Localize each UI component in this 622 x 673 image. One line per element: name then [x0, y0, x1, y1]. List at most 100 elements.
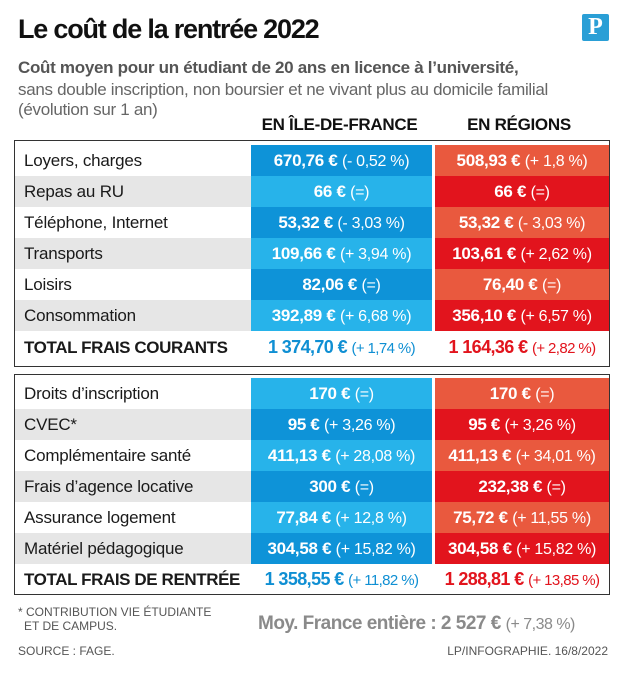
idf-value: 300 € [309, 477, 351, 496]
row-label: Assurance logement [24, 508, 176, 527]
idf-total-change: (+ 11,82 %) [348, 572, 419, 589]
regions-cell: 75,72 € (+ 11,55 %) [435, 502, 609, 533]
idf-value: 670,76 € [273, 151, 338, 170]
idf-value: 95 € [287, 415, 320, 434]
total-row: TOTAL FRAIS DE RENTRÉE 1 358,55 € (+ 11,… [15, 564, 609, 595]
idf-total-value: 1 358,55 € [264, 569, 345, 589]
regions-change: (=) [541, 277, 562, 294]
regions-value: 66 € [494, 182, 527, 201]
regions-cell: 103,61 € (+ 2,62 %) [435, 238, 609, 269]
idf-change: (- 0,52 %) [341, 153, 410, 170]
idf-value: 53,32 € [278, 213, 333, 232]
row-label: Repas au RU [15, 176, 251, 207]
row-label: Loyers, charges [24, 151, 142, 170]
idf-change: (=) [354, 386, 374, 403]
regions-cell: 95 € (+ 3,26 %) [435, 409, 609, 440]
idf-value: 66 € [313, 182, 346, 201]
regions-cell: 508,93 € (+ 1,8 %) [435, 145, 609, 176]
table-row: Droits d’inscription 170 € (=) 170 € (=) [15, 378, 609, 409]
table-row: Repas au RU 66 € (=) 66 € (=) [15, 176, 609, 207]
footnote: * CONTRIBUTION VIE ÉTUDIANTE ET DE CAMPU… [18, 605, 211, 633]
row-label: CVEC* [15, 409, 251, 440]
regions-cell: 232,38 € (=) [435, 471, 609, 502]
idf-total: 1 358,55 € (+ 11,82 %) [251, 564, 432, 595]
row-label: Téléphone, Internet [24, 213, 168, 232]
regions-cell: 304,58 € (+ 15,82 %) [435, 533, 609, 564]
row-label: Consommation [15, 300, 251, 331]
idf-total-change: (+ 1,74 %) [351, 340, 416, 357]
idf-change: (+ 3,26 %) [324, 417, 396, 434]
table-frais-rentree: Droits d’inscription 170 € (=) 170 € (=)… [14, 374, 610, 595]
france-average: Moy. France entière : 2 527 € (+ 7,38 %) [258, 613, 575, 635]
france-average-value: Moy. France entière : 2 527 € [258, 613, 501, 634]
regions-value: 304,58 € [447, 539, 512, 558]
regions-change: (- 3,03 %) [517, 215, 586, 232]
regions-change: (+ 34,01 %) [515, 448, 596, 465]
table-row: CVEC* 95 € (+ 3,26 %) 95 € (+ 3,26 %) [15, 409, 609, 440]
idf-change: (- 3,03 %) [337, 215, 405, 232]
idf-cell: 66 € (=) [251, 176, 432, 207]
table-row: Assurance logement 77,84 € (+ 12,8 %) 75… [15, 502, 609, 533]
table-row: Matériel pédagogique 304,58 € (+ 15,82 %… [15, 533, 609, 564]
regions-value: 76,40 € [482, 275, 538, 294]
table-row: Loyers, charges 670,76 € (- 0,52 %) 508,… [15, 145, 609, 176]
idf-value: 170 € [309, 384, 351, 403]
regions-value: 356,10 € [452, 306, 517, 325]
credit: LP/INFOGRAPHIE. 16/8/2022 [447, 644, 608, 658]
regions-value: 411,13 € [448, 446, 512, 465]
regions-change: (=) [546, 479, 566, 496]
idf-cell: 300 € (=) [251, 471, 432, 502]
france-average-change: (+ 7,38 %) [505, 616, 576, 633]
idf-value: 392,89 € [271, 306, 336, 325]
regions-total: 1 164,36 € (+ 2,82 %) [435, 332, 609, 363]
column-header-regions: EN RÉGIONS [467, 115, 571, 134]
regions-total-change: (+ 2,82 %) [531, 340, 596, 357]
idf-value: 109,66 € [271, 244, 336, 263]
regions-cell: 76,40 € (=) [435, 269, 609, 300]
regions-value: 103,61 € [452, 244, 517, 263]
idf-change: (=) [354, 479, 374, 496]
subtitle-bold: Coût moyen pour un étudiant de 20 ans en… [18, 58, 519, 77]
regions-change: (+ 6,57 %) [520, 308, 592, 325]
idf-cell: 109,66 € (+ 3,94 %) [251, 238, 432, 269]
regions-cell: 356,10 € (+ 6,57 %) [435, 300, 609, 331]
regions-change: (+ 1,8 %) [524, 153, 588, 170]
row-label: Matériel pédagogique [15, 533, 251, 564]
idf-value: 77,84 € [276, 508, 331, 527]
idf-cell: 77,84 € (+ 12,8 %) [251, 502, 432, 533]
table-row: Loisirs 82,06 € (=) 76,40 € (=) [15, 269, 609, 300]
regions-total-change: (+ 13,85 %) [528, 572, 600, 589]
regions-change: (=) [530, 184, 550, 201]
row-label: Loisirs [24, 275, 72, 294]
row-label: Complémentaire santé [24, 446, 192, 465]
idf-change: (=) [350, 184, 370, 201]
footnote-line-1: * CONTRIBUTION VIE ÉTUDIANTE [18, 605, 212, 619]
idf-change: (+ 3,94 %) [339, 246, 412, 263]
regions-total-value: 1 164,36 € [448, 337, 528, 357]
idf-change: (+ 15,82 %) [335, 541, 416, 558]
total-row: TOTAL FRAIS COURANTS 1 374,70 € (+ 1,74 … [15, 332, 609, 363]
idf-cell: 53,32 € (- 3,03 %) [251, 207, 432, 238]
idf-cell: 170 € (=) [251, 378, 432, 409]
regions-change: (+ 3,26 %) [504, 417, 577, 434]
idf-total-value: 1 374,70 € [267, 337, 348, 357]
idf-cell: 82,06 € (=) [251, 269, 432, 300]
source: SOURCE : FAGE. [18, 644, 115, 658]
regions-cell: 170 € (=) [435, 378, 609, 409]
column-header-idf: EN ÎLE-DE-FRANCE [261, 115, 418, 134]
regions-value: 53,32 € [458, 213, 514, 232]
footnote-line-2: ET DE CAMPUS. [24, 619, 118, 633]
table-row: Frais d’agence locative 300 € (=) 232,38… [15, 471, 609, 502]
idf-cell: 411,13 € (+ 28,08 %) [251, 440, 432, 471]
idf-cell: 392,89 € (+ 6,68 %) [251, 300, 432, 331]
regions-cell: 66 € (=) [435, 176, 609, 207]
row-label: Droits d’inscription [24, 384, 159, 403]
le-parisien-logo: P [582, 14, 609, 41]
subtitle-rest: sans double inscription, non boursier et… [18, 80, 548, 119]
regions-change: (+ 15,82 %) [516, 541, 597, 558]
idf-value: 304,58 € [267, 539, 332, 558]
idf-change: (+ 12,8 %) [335, 510, 407, 527]
table-frais-courants: Loyers, charges 670,76 € (- 0,52 %) 508,… [14, 140, 610, 367]
regions-total: 1 288,81 € (+ 13,85 %) [435, 564, 609, 595]
regions-change: (+ 2,62 %) [520, 246, 592, 263]
